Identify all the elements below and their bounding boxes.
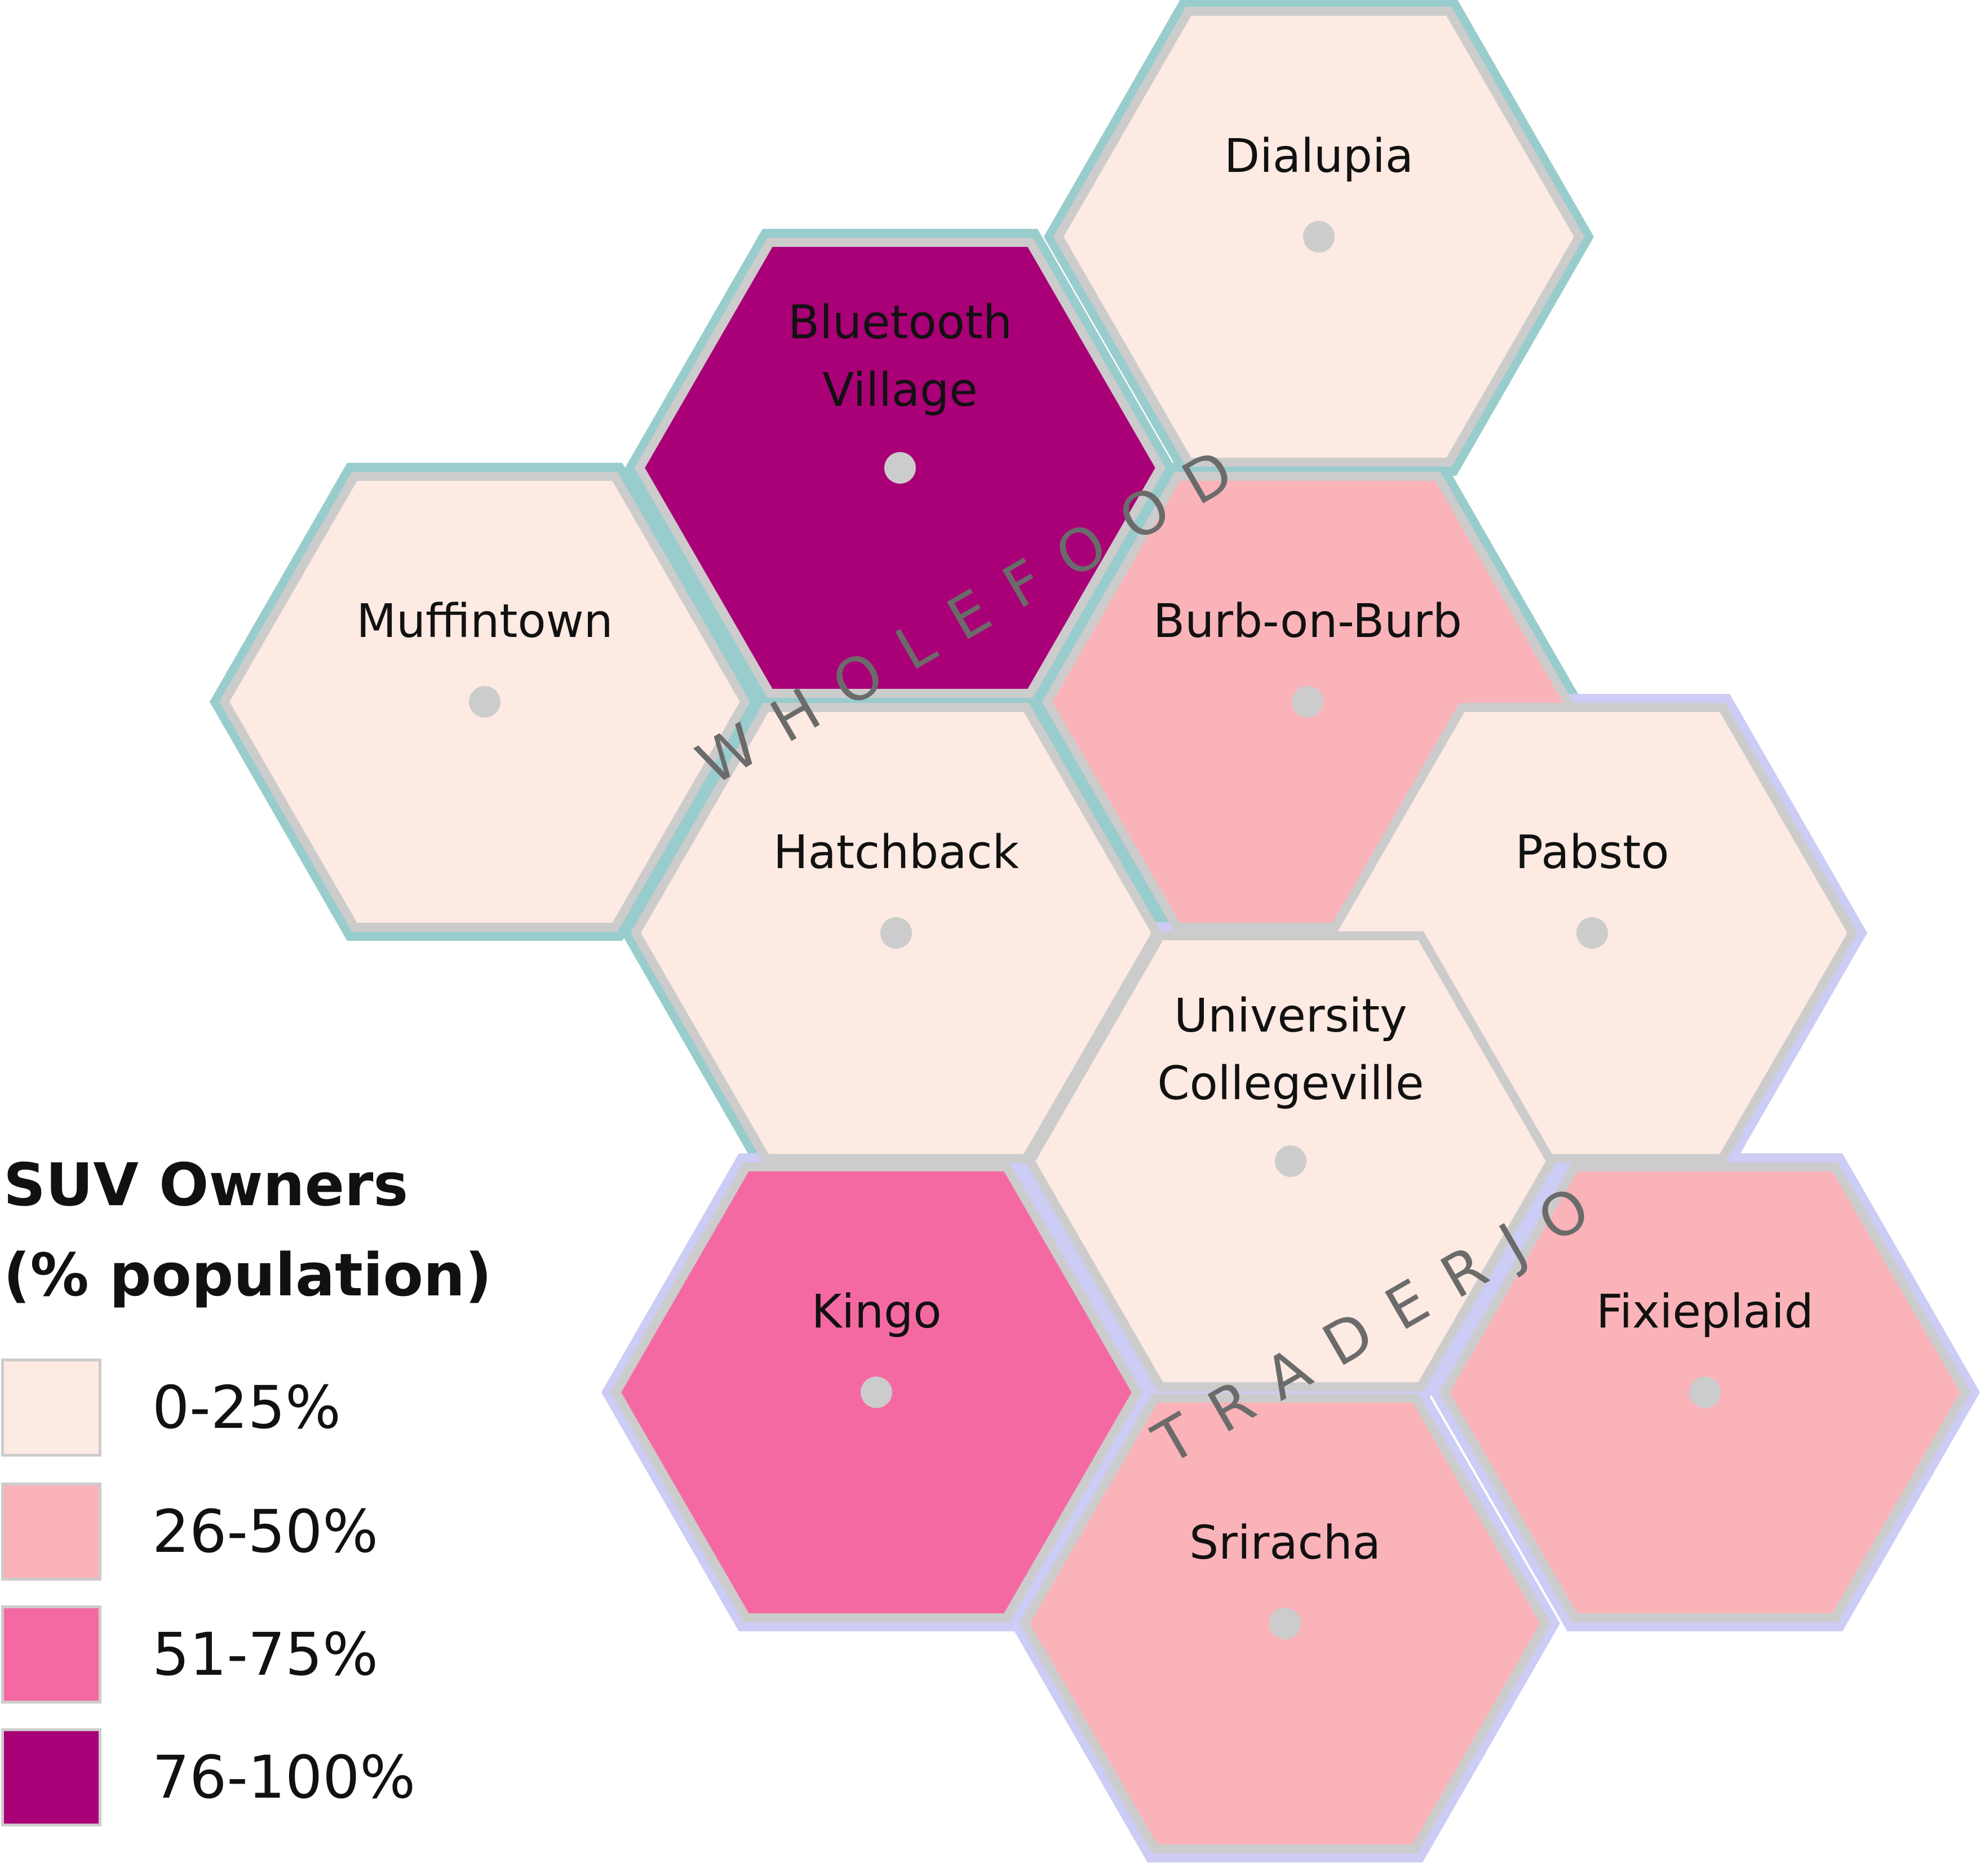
- hex-label: Collegeville: [1157, 1057, 1424, 1110]
- centroid-dot: [861, 1377, 892, 1408]
- legend-swatch-51-75: [1, 1605, 101, 1704]
- hex-label: Muffintown: [356, 595, 613, 648]
- hex-bluetooth-village[interactable]: Bluetooth Village: [634, 238, 1166, 698]
- hex-label: University: [1174, 989, 1407, 1043]
- legend-title-line2: (% population): [3, 1241, 492, 1309]
- legend-label-51-75: 51-75%: [152, 1620, 379, 1689]
- legend-label-26-50: 26-50%: [152, 1497, 379, 1566]
- centroid-dot: [1269, 1608, 1301, 1639]
- hex-kingo[interactable]: Kingo: [610, 1162, 1142, 1622]
- centroid-dot: [1275, 1145, 1306, 1177]
- hex-label: Dialupia: [1224, 130, 1414, 183]
- centroid-dot: [1292, 686, 1323, 718]
- neighborhood-hexes: Dialupia Bluetooth Village Muffintown Burb-o…: [219, 6, 1971, 1853]
- hex-label: Fixieplaid: [1596, 1285, 1814, 1339]
- hex-label: Burb-on-Burb: [1153, 595, 1462, 648]
- hex-label: Pabsto: [1515, 826, 1669, 879]
- legend-title-line1: SUV Owners: [3, 1151, 409, 1219]
- legend-swatch-26-50: [1, 1483, 101, 1581]
- centroid-dot: [884, 452, 916, 484]
- centroid-dot: [1689, 1377, 1721, 1408]
- hex-label: Hatchback: [773, 826, 1019, 879]
- centroid-dot: [1303, 221, 1335, 253]
- legend-label-0-25: 0-25%: [152, 1373, 341, 1442]
- hex-muffintown[interactable]: Muffintown: [219, 472, 751, 932]
- hex-university-collegeville[interactable]: University Collegeville: [1025, 931, 1557, 1391]
- legend-swatch-0-25: [1, 1359, 101, 1457]
- hex-fixieplaid[interactable]: Fixieplaid: [1439, 1162, 1971, 1622]
- hex-label: Kingo: [812, 1285, 942, 1339]
- centroid-dot: [1576, 917, 1608, 949]
- centroid-dot: [469, 686, 500, 718]
- legend-label-76-100: 76-100%: [152, 1743, 416, 1812]
- legend-swatch-76-100: [1, 1728, 101, 1826]
- hex-label: Bluetooth: [788, 296, 1012, 349]
- hex-label: Village: [822, 364, 977, 417]
- hex-dialupia[interactable]: Dialupia: [1053, 6, 1585, 467]
- centroid-dot: [880, 917, 912, 949]
- hex-sriracha[interactable]: Sriracha: [1019, 1393, 1551, 1853]
- hex-hatchback[interactable]: Hatchback: [630, 703, 1162, 1163]
- hex-label: Sriracha: [1189, 1516, 1381, 1570]
